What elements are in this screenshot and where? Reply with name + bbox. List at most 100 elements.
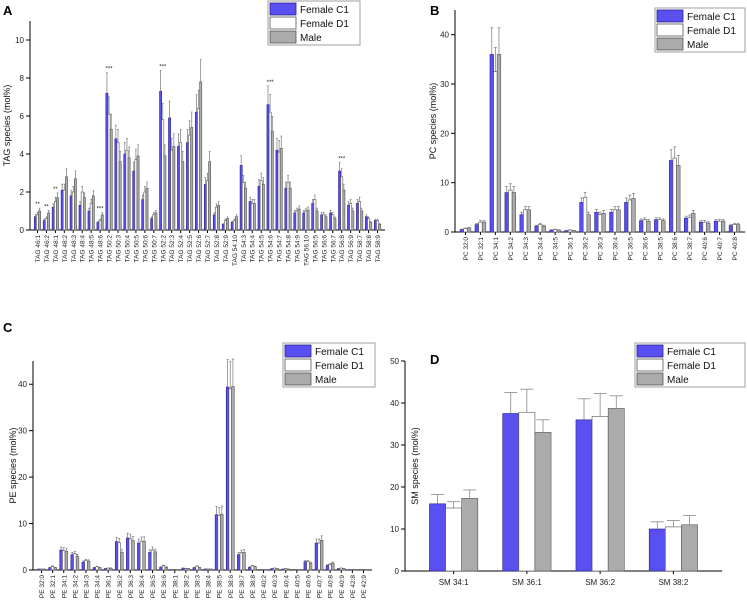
panel-label-c: C: [3, 320, 13, 335]
x-tick-label: TAG 54:10: [232, 235, 239, 266]
bar: [190, 127, 194, 231]
bar: [721, 220, 726, 233]
bar: [70, 554, 74, 571]
bar: [594, 211, 599, 233]
significance-annotation: ***: [159, 64, 167, 70]
y-axis-label: PC species (mol%): [428, 83, 438, 160]
bar: [186, 142, 189, 231]
legend-swatch: [636, 372, 664, 386]
x-tick-label: PE 38:1: [172, 575, 179, 599]
bar: [624, 202, 629, 233]
bar: [331, 562, 335, 571]
bar: [286, 182, 290, 231]
bar: [541, 225, 546, 233]
x-tick-label: TAG 52:7: [205, 235, 212, 263]
y-tick-label: 10: [440, 179, 449, 188]
x-tick-label: PE 40:2: [261, 575, 268, 599]
bar: [279, 148, 283, 231]
bar: [266, 104, 270, 231]
bar: [131, 540, 135, 571]
bar: [118, 161, 122, 231]
x-tick-label: PC 38:7: [687, 237, 694, 261]
panel-label-a: A: [3, 3, 13, 18]
bar: [62, 189, 66, 231]
bar: [496, 54, 502, 233]
bar: [51, 565, 55, 571]
significance-annotation: **: [53, 187, 58, 193]
y-tick-label: 30: [18, 427, 27, 436]
x-tick-label: PC 40:8: [732, 237, 739, 261]
legend-swatch: [284, 372, 312, 386]
y-tick-label: 0: [23, 566, 28, 575]
bar: [586, 214, 591, 233]
y-tick-label: 8: [20, 74, 25, 83]
bar: [601, 212, 606, 233]
x-tick-label: TAG 52:2: [160, 235, 167, 263]
panel-a: 0 2 4 6 8 10 TAG species (mol%) TAG 46:1 ** TAG 4…: [2, 0, 385, 266]
bar: [320, 539, 324, 571]
legend-label: Female D1: [315, 361, 364, 372]
x-tick-label: PE 38:3: [194, 575, 201, 599]
x-tick-label: TAG 58:8: [366, 235, 373, 263]
bar: [248, 566, 252, 571]
x-tick-label: PE 32:1: [50, 575, 57, 599]
bar: [556, 229, 561, 233]
bar: [184, 568, 188, 571]
bar: [163, 155, 167, 231]
bar: [96, 222, 100, 231]
bar: [342, 568, 346, 571]
bar: [51, 206, 55, 231]
bar: [221, 224, 225, 231]
x-tick-label: PC 36:4: [612, 237, 619, 261]
bar: [526, 209, 531, 233]
significance-annotation: ***: [338, 156, 346, 162]
bar: [631, 198, 636, 233]
bar: [87, 210, 91, 231]
bar: [311, 203, 315, 231]
x-tick-label: PC 38:6: [672, 237, 679, 261]
bar: [74, 178, 77, 231]
bar: [150, 218, 154, 231]
bar: [120, 552, 124, 571]
x-tick-label: TAG 50:7: [151, 235, 158, 263]
x-tick-label: TAG 48:3: [71, 235, 78, 263]
x-tick-label: PC 36:3: [598, 237, 605, 261]
bar: [45, 218, 48, 231]
bar: [328, 564, 332, 571]
bar: [564, 230, 569, 233]
bar: [226, 218, 229, 231]
bar: [59, 549, 63, 571]
legend-swatch: [284, 344, 312, 358]
legend-swatch: [269, 2, 297, 16]
bar: [687, 216, 692, 233]
bar: [69, 195, 73, 231]
bar: [215, 206, 218, 231]
bar: [192, 567, 196, 571]
x-tick-label: SM 36:2: [585, 578, 615, 587]
bar: [114, 138, 118, 231]
bar: [616, 209, 621, 233]
x-tick-label: TAG 54:6: [268, 235, 275, 263]
y-tick-label: 4: [20, 150, 25, 159]
bar: [331, 214, 335, 231]
legend-label: Male: [300, 33, 322, 44]
x-tick-label: PE 40:6: [305, 575, 312, 599]
bar: [676, 165, 681, 233]
bar: [159, 91, 162, 231]
bar: [239, 165, 243, 231]
bar: [132, 170, 136, 231]
x-tick-label: TAG 46:1: [35, 235, 42, 263]
bar: [325, 565, 330, 571]
bar: [356, 203, 359, 231]
bar: [208, 161, 212, 231]
legend-swatch: [636, 344, 664, 358]
bar: [627, 199, 632, 233]
bar: [314, 542, 319, 571]
x-tick-label: TAG 56:7: [330, 235, 337, 263]
legend-swatch: [269, 30, 297, 44]
bar: [145, 187, 149, 231]
bar: [639, 220, 644, 233]
bar: [338, 170, 341, 231]
x-tick-label: TAG 48:2: [62, 235, 69, 263]
y-tick-label: 30: [440, 80, 449, 89]
